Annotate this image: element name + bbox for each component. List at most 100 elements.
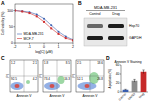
lane-label: Drug (112, 12, 120, 16)
y-tick (14, 10, 16, 11)
legend-label: MCF-7 (24, 37, 34, 41)
quadrant-value: 52.1 (77, 77, 83, 81)
x-tick-label: 1 (58, 45, 60, 49)
marker (72, 39, 73, 41)
plot-frame (15, 4, 73, 43)
y-axis-label: PI (39, 74, 43, 77)
flow-plot: 1.8 8.5 73.4 16.3 Annexin V PI (39, 60, 72, 98)
line-chart: 050100-2-1012log[C] (μM)Cell viability (… (1, 4, 74, 54)
quadrant-value: 4.2 (33, 77, 38, 81)
cell-cloud (50, 84, 55, 88)
series-line (15, 11, 73, 41)
cell-cloud (11, 82, 24, 90)
legend-label: MDA-MB-231 (24, 32, 44, 36)
flow-plot: 1.2 2.1 92.5 4.2 Annexin V PI (6, 60, 39, 98)
y-axis-label: Apoptosis (%) (108, 69, 112, 89)
flow-plot: 2.5 18.6 52.1 26.8 Annexin V PI (72, 60, 105, 98)
y-tick-label: 40 (116, 72, 120, 76)
x-tick-label: -2 (13, 45, 16, 49)
cell-line-label: MDA-MB-231 (94, 6, 117, 10)
y-tick-label: 100 (7, 9, 13, 13)
panel-label: B (78, 0, 82, 6)
quadrant-value: 73.4 (44, 77, 50, 81)
marker (29, 11, 31, 13)
membrane (84, 18, 127, 46)
y-tick (120, 83, 121, 84)
marker (21, 10, 23, 12)
data-group (123, 70, 147, 92)
marker (36, 15, 38, 17)
marker (15, 10, 16, 12)
marker (50, 24, 52, 26)
legend-swatch (17, 34, 22, 35)
y-tick (120, 92, 121, 93)
panel-label: A (1, 0, 5, 6)
western-blot: MDA-MB-231 Control Drug Hsp70 GAPDH (84, 6, 142, 46)
flow-cytometry: 1.2 2.1 92.5 4.2 Annexin V PI 1.8 8.5 73.4 16.3 An… (6, 60, 105, 98)
quadrant-value: 1.2 (11, 61, 16, 65)
band (108, 36, 124, 40)
x-tick-label: 2 (72, 45, 74, 49)
plot-frame (76, 60, 104, 92)
plot-frame (10, 60, 38, 92)
band (87, 36, 103, 40)
marker (58, 31, 60, 33)
y-axis-label: Cell viability (%) (1, 12, 5, 35)
lane-label: Control (89, 12, 101, 16)
bracket (86, 10, 125, 11)
x-tick-label: 0 (43, 45, 45, 49)
legend-swatch (17, 38, 22, 39)
x-axis-label: Annexin V (16, 94, 32, 98)
cell-cloud (26, 80, 30, 84)
y-tick (14, 26, 16, 27)
series-line (15, 11, 73, 40)
cell-cloud (44, 82, 60, 90)
quadrant-value: 2.1 (33, 61, 38, 65)
y-tick-label: 50 (9, 25, 13, 29)
x-axis-label: Annexin V (49, 94, 65, 98)
bar (132, 81, 138, 92)
quadrant-value: 26.8 (97, 77, 103, 81)
x-tick-label: DMSO (127, 91, 137, 101)
y-tick (120, 74, 121, 75)
x-tick-label: Drug (138, 92, 146, 100)
marker (72, 39, 73, 41)
x-axis-label: log[C] (μM) (35, 50, 52, 54)
x-tick-label: Control (118, 92, 128, 102)
marker (58, 33, 60, 35)
error-bar (142, 70, 144, 74)
quadrant-value: 16.3 (64, 77, 70, 81)
plot-frame (43, 60, 71, 92)
marker (21, 10, 23, 12)
cell-cloud (85, 84, 90, 88)
x-tick-label: -1 (28, 45, 31, 49)
error-bar (124, 89, 126, 91)
y-axis (121, 65, 122, 92)
y-tick-label: 60 (116, 63, 120, 67)
error-bar (133, 79, 135, 82)
quadrant-value: 2.5 (77, 61, 82, 65)
marker (36, 13, 38, 15)
x-axis-label: Annexin V (82, 94, 98, 98)
quadrant-value: 8.5 (66, 61, 71, 65)
band (87, 24, 103, 28)
y-tick (120, 65, 121, 66)
marker (50, 27, 52, 29)
marker (43, 18, 45, 20)
cell-cloud (15, 84, 20, 88)
band-label: GAPDH (129, 36, 142, 40)
y-axis-label: PI (72, 74, 76, 77)
quadrant-value: 1.8 (44, 61, 49, 65)
y-tick-label: 0 (117, 90, 119, 94)
data-group (15, 10, 73, 42)
quadrant-value: 18.6 (97, 61, 103, 65)
bar (141, 72, 147, 92)
y-axis-label: PI (6, 74, 10, 77)
quadrant-value: 92.5 (11, 77, 17, 81)
y-tick-label: 20 (116, 81, 120, 85)
band-label: Hsp70 (129, 24, 139, 28)
marker (15, 10, 16, 12)
figure: ABCD050100-2-1012log[C] (μM)Cell viabili… (0, 0, 150, 106)
marker (29, 12, 31, 14)
marker (65, 37, 67, 39)
